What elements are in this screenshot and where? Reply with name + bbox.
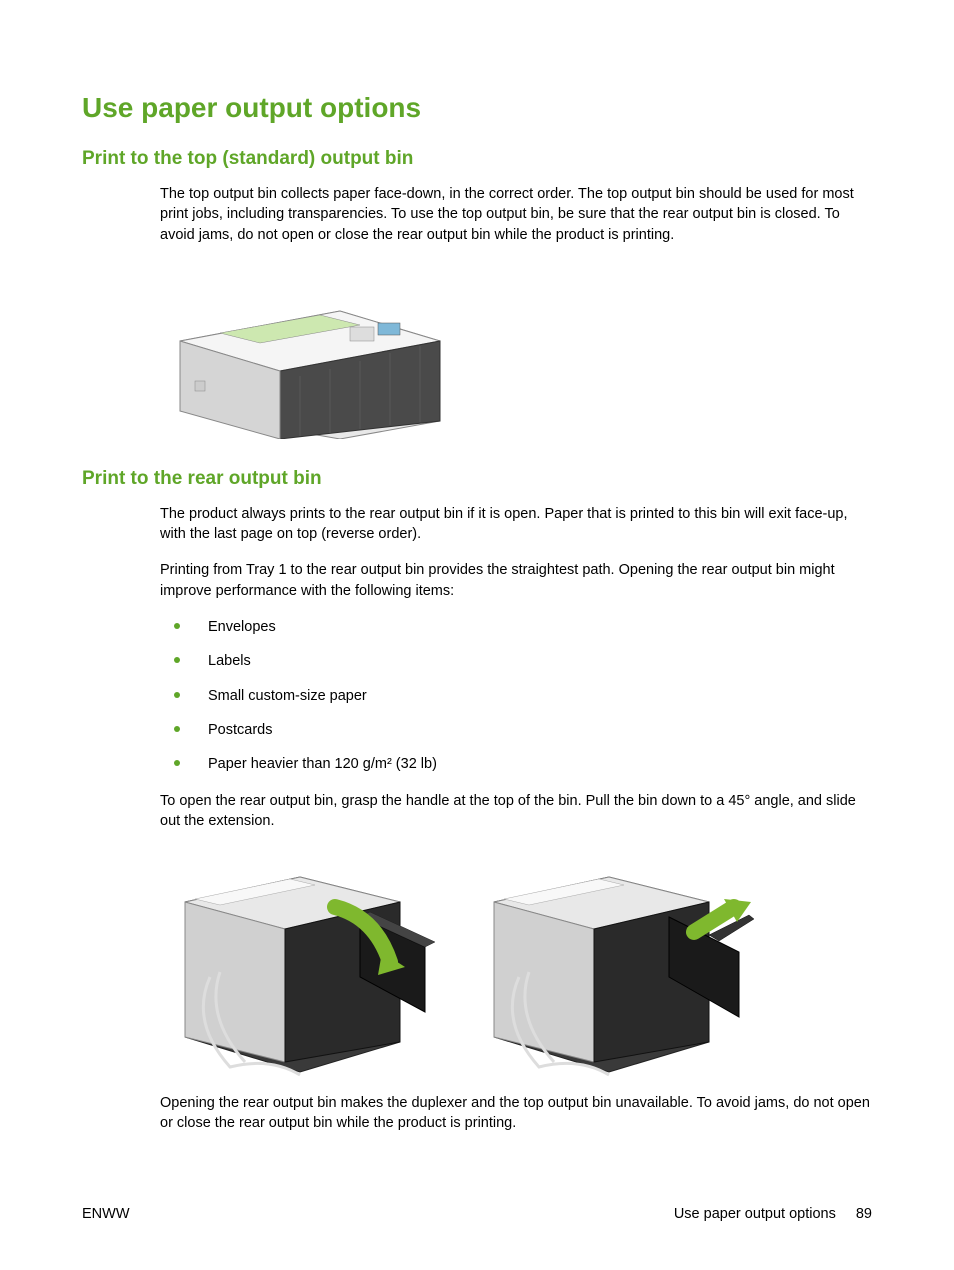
section2-para3: To open the rear output bin, grasp the h… [160,791,872,832]
printer-rear-image-1 [160,847,445,1077]
page-title: Use paper output options [82,92,872,124]
printer-top-image [160,261,872,444]
footer-section-label: Use paper output options [674,1206,836,1222]
printer-rear-image-2 [469,847,754,1077]
section2-heading: Print to the rear output bin [82,468,872,490]
page-footer: ENWW Use paper output options 89 [82,1206,872,1222]
section1-heading: Print to the top (standard) output bin [82,148,872,170]
list-item: Postcards [160,720,872,740]
section2-para1: The product always prints to the rear ou… [160,504,872,545]
section2-para4: Opening the rear output bin makes the du… [160,1093,872,1134]
list-item: Paper heavier than 120 g/m² (32 lb) [160,754,872,774]
list-item: Labels [160,651,872,671]
section1-para: The top output bin collects paper face-d… [160,184,872,245]
list-item: Envelopes [160,617,872,637]
footer-left: ENWW [82,1206,130,1222]
bullet-list: Envelopes Labels Small custom-size paper… [160,617,872,774]
list-item: Small custom-size paper [160,686,872,706]
footer-page-number: 89 [856,1206,872,1222]
printer-rear-images [160,847,872,1077]
section2-para2: Printing from Tray 1 to the rear output … [160,560,872,601]
